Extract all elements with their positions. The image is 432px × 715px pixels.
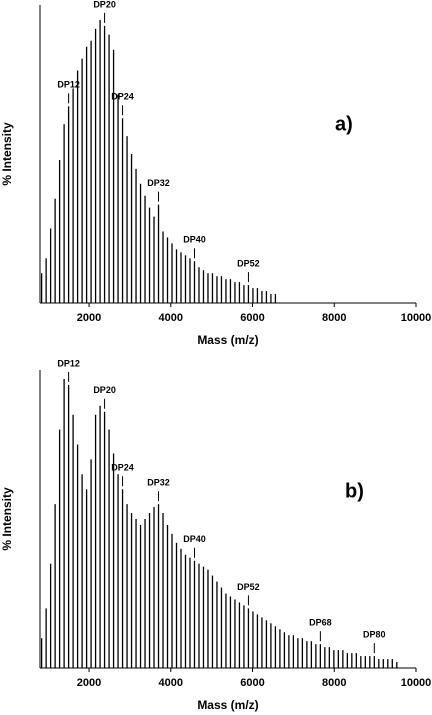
annotation: DP24 — [111, 463, 134, 473]
annotation: DP32 — [147, 178, 170, 188]
annotation: DP68 — [309, 618, 332, 628]
x-axis-label: Mass (m/z) — [197, 333, 258, 347]
annotation: DP52 — [237, 582, 260, 592]
x-tick-label: 8000 — [322, 677, 346, 689]
panel-label: b) — [345, 480, 364, 502]
annotation: DP20 — [93, 385, 116, 395]
annotation: DP12 — [57, 358, 80, 368]
annotation: DP40 — [183, 534, 206, 544]
x-tick-label: 2000 — [77, 677, 101, 689]
annotation: DP24 — [111, 92, 134, 102]
annotation: DP32 — [147, 477, 170, 487]
annotation: DP12 — [57, 80, 80, 90]
x-tick-label: 10000 — [401, 312, 432, 324]
x-tick-label: 4000 — [159, 312, 183, 324]
x-tick-label: 10000 — [401, 677, 432, 689]
annotation: DP40 — [183, 235, 206, 245]
x-tick-label: 2000 — [77, 312, 101, 324]
x-tick-label: 6000 — [240, 312, 264, 324]
panel-label: a) — [335, 113, 353, 135]
annotation: DP80 — [363, 629, 386, 639]
x-axis-label: Mass (m/z) — [197, 698, 258, 712]
x-tick-label: 6000 — [240, 677, 264, 689]
x-tick-label: 8000 — [322, 312, 346, 324]
annotation: DP20 — [93, 0, 116, 9]
y-axis-label: % Intensity — [0, 122, 14, 186]
x-tick-label: 4000 — [159, 677, 183, 689]
annotation: DP52 — [237, 258, 260, 268]
y-axis-label: % Intensity — [0, 487, 14, 551]
